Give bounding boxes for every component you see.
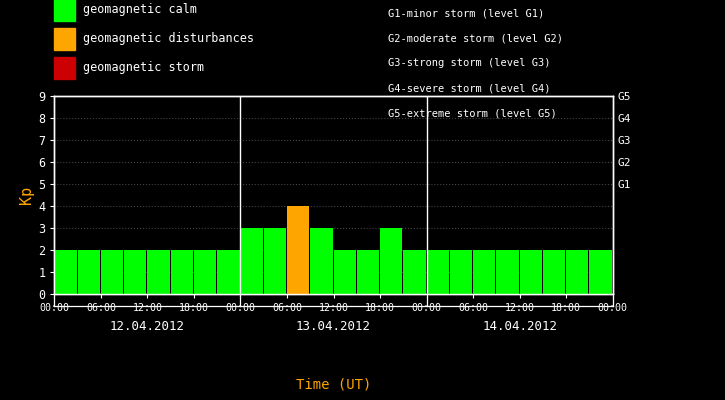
Bar xyxy=(566,250,589,294)
Bar xyxy=(101,250,123,294)
Bar xyxy=(310,228,333,294)
Bar xyxy=(78,250,100,294)
Text: Time (UT): Time (UT) xyxy=(296,378,371,392)
Bar xyxy=(241,228,262,294)
Text: geomagnetic storm: geomagnetic storm xyxy=(83,61,204,74)
Text: geomagnetic disturbances: geomagnetic disturbances xyxy=(83,32,254,45)
Y-axis label: Kp: Kp xyxy=(19,186,34,204)
Bar xyxy=(497,250,518,294)
Text: 12.04.2012: 12.04.2012 xyxy=(110,320,185,333)
Bar xyxy=(170,250,193,294)
Bar xyxy=(380,228,402,294)
Bar xyxy=(218,250,239,294)
Text: 14.04.2012: 14.04.2012 xyxy=(482,320,557,333)
Bar xyxy=(450,250,472,294)
Bar xyxy=(357,250,379,294)
Bar xyxy=(473,250,495,294)
Text: G1-minor storm (level G1): G1-minor storm (level G1) xyxy=(388,9,544,19)
Bar xyxy=(54,250,77,294)
Bar xyxy=(194,250,216,294)
Bar xyxy=(334,250,356,294)
Bar xyxy=(589,250,612,294)
Bar xyxy=(287,206,310,294)
Text: G3-strong storm (level G3): G3-strong storm (level G3) xyxy=(388,58,550,68)
Text: 13.04.2012: 13.04.2012 xyxy=(296,320,371,333)
Bar xyxy=(403,250,426,294)
Bar xyxy=(147,250,170,294)
Text: geomagnetic calm: geomagnetic calm xyxy=(83,4,197,16)
Text: G5-extreme storm (level G5): G5-extreme storm (level G5) xyxy=(388,108,557,118)
Bar xyxy=(264,228,286,294)
Text: G4-severe storm (level G4): G4-severe storm (level G4) xyxy=(388,83,550,93)
Bar xyxy=(124,250,146,294)
Text: G2-moderate storm (level G2): G2-moderate storm (level G2) xyxy=(388,34,563,44)
Bar xyxy=(426,250,449,294)
Bar xyxy=(520,250,542,294)
Bar xyxy=(543,250,566,294)
